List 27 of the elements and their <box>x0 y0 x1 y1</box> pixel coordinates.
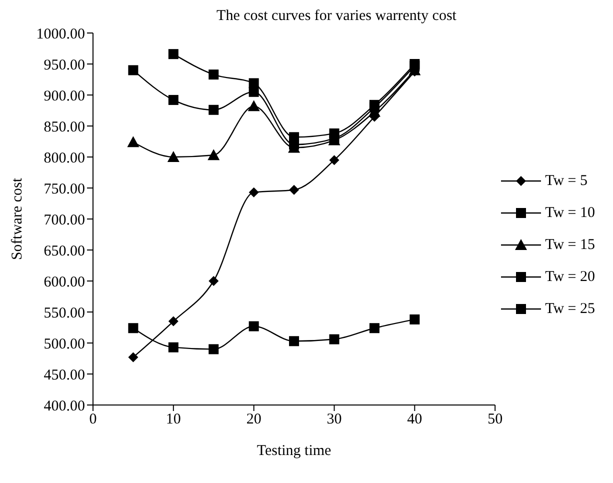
legend-label: Tw = 15 <box>545 236 595 254</box>
y-tick-label: 550.00 <box>44 305 85 322</box>
y-tick-label: 850.00 <box>44 119 85 136</box>
y-tick-label: 750.00 <box>44 181 85 198</box>
legend-label: Tw = 20 <box>545 268 595 286</box>
x-tick-label: 30 <box>326 412 342 428</box>
y-tick-label: 700.00 <box>44 212 85 228</box>
y-axis-title: Software cost <box>9 177 26 260</box>
x-axis-title: Testing time <box>256 443 332 459</box>
x-tick-label: 40 <box>407 412 422 428</box>
y-tick-label: 900.00 <box>44 88 85 104</box>
legend-label: Tw = 25 <box>545 300 595 318</box>
x-tick-label: 0 <box>89 412 97 428</box>
legend-label: Tw = 10 <box>545 204 595 222</box>
y-tick-label: 600.00 <box>44 274 85 290</box>
x-tick-label: 20 <box>246 412 262 428</box>
y-tick-label: 650.00 <box>44 243 85 260</box>
y-tick-label: 400.00 <box>44 398 85 414</box>
y-tick-label: 450.00 <box>44 367 85 384</box>
y-tick-label: 500.00 <box>44 336 85 352</box>
legend-label: Tw = 5 <box>545 172 588 190</box>
x-tick-label: 50 <box>488 412 503 428</box>
chart-title: The cost curves for varies warrenty cost <box>216 8 458 25</box>
y-tick-label: 1000.00 <box>36 26 85 42</box>
x-tick-label: 10 <box>166 412 181 428</box>
y-tick-label: 950.00 <box>44 57 85 74</box>
y-tick-label: 800.00 <box>44 150 85 166</box>
